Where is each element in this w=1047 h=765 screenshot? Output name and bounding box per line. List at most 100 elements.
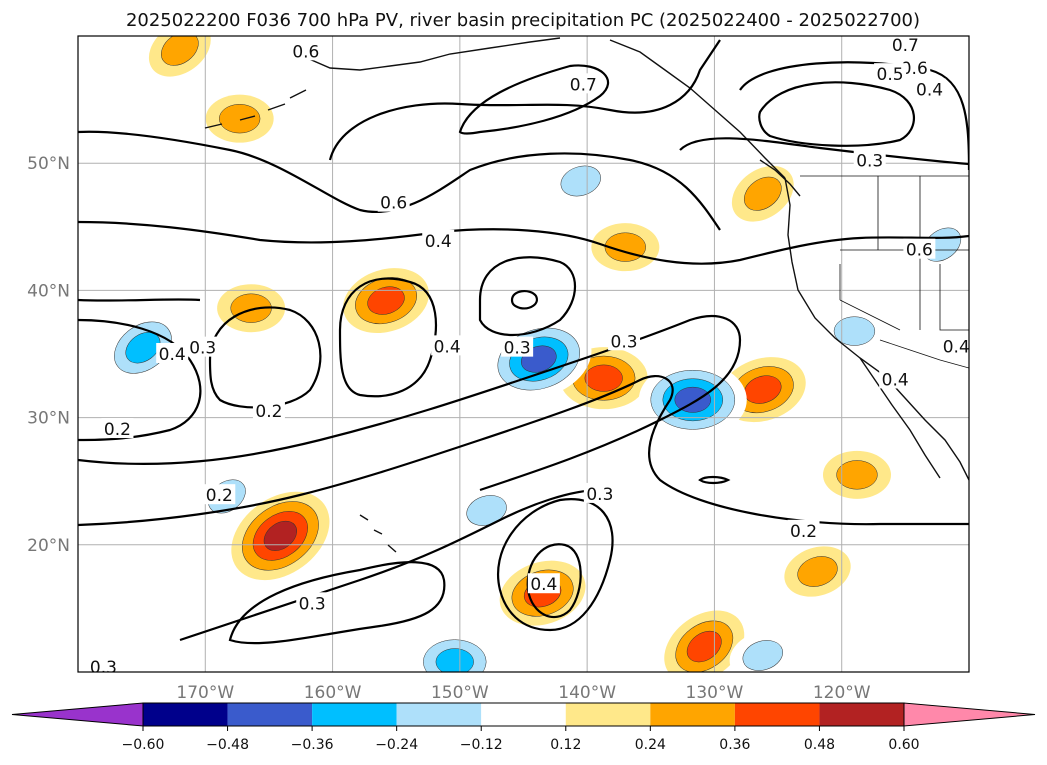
contour-label-bg <box>289 40 322 61</box>
precip-pc-fill <box>674 386 712 413</box>
pv-contour-label: 0.2 <box>206 486 233 506</box>
longitude-tick-label: 160°W <box>304 683 362 703</box>
pv-contour-0.2-west <box>208 306 322 409</box>
pv-contour-label: 0.3 <box>299 594 326 614</box>
precip-pc-blob <box>410 630 499 672</box>
pv-contour-label: 0.2 <box>790 522 817 542</box>
precip-pc-blob <box>822 450 891 499</box>
colorbar-tick-label: −0.12 <box>460 737 503 753</box>
hawaiian-islands <box>359 514 397 553</box>
precip-pc-fill <box>797 556 838 587</box>
precip-pc-blob <box>591 223 660 272</box>
map-panel: 0.70.70.60.50.40.30.60.60.4 0.60.40.40.30… <box>77 35 970 678</box>
contour-label-bg <box>203 484 236 505</box>
precip-pc-blob <box>664 610 745 672</box>
us-mexico-border <box>879 339 969 369</box>
latitude-tick-label: 50°N <box>27 154 70 174</box>
colorbar-tick-label: −0.60 <box>122 737 165 753</box>
contour-label-bg <box>296 592 329 613</box>
colorbar-tick-label: 0.24 <box>635 737 666 753</box>
pv-contour-label: 0.3 <box>611 332 638 352</box>
contour-label-bg <box>252 400 285 421</box>
longitude-tick-labels: 170°W 160°W 150°W 140°W 130°W 120°W <box>176 683 870 703</box>
pv-contour-0.4 <box>78 220 969 265</box>
contour-label-bg <box>898 56 931 77</box>
colorbar-segment <box>396 703 482 726</box>
colorbar-segment <box>481 703 566 726</box>
latitude-tick-label: 20°N <box>27 536 70 556</box>
colorbar-segment <box>143 703 228 726</box>
contour-label-bg <box>422 229 455 250</box>
colorbar-segment <box>819 703 904 726</box>
pv-contour-label: 0.4 <box>916 80 943 100</box>
contour-label-bg <box>787 519 820 540</box>
pv-contour-0.4-mid <box>338 277 438 398</box>
precip-pc-blob <box>453 485 520 536</box>
contour-label-bg <box>431 335 464 356</box>
longitude-tick-label: 140°W <box>558 683 616 703</box>
pv-contour-0.4-south <box>526 543 582 619</box>
longitude-tick-label: 120°W <box>813 683 871 703</box>
precip-pc-blob <box>231 491 330 581</box>
precip-pc-fill <box>742 640 783 671</box>
colorbar-tick-label: 0.60 <box>888 737 919 753</box>
latitude-tick-label: 30°N <box>27 409 70 429</box>
contour-label-bg <box>889 36 922 54</box>
longitude-tick-label: 130°W <box>686 683 744 703</box>
precip-pc-fill <box>219 104 261 134</box>
pv-contour-0.3-band-upper <box>78 315 742 492</box>
pv-contour-0.3-ne <box>679 137 969 166</box>
pv-contour-0.3-left <box>78 318 202 442</box>
pv-contour-0.6-west <box>78 130 721 231</box>
longitude-tick-label: 170°W <box>176 683 234 703</box>
precip-pc-blob <box>731 165 794 222</box>
colorbar-extend-low <box>11 702 144 727</box>
precip-pc-fill <box>125 331 161 364</box>
pv-contour-0.2-small <box>510 290 538 310</box>
pv-contour-0.3-mid <box>478 256 576 337</box>
colorbar-extend-high <box>903 702 1036 727</box>
pv-contour-label: 0.3 <box>90 658 117 678</box>
colorbar-segment <box>650 703 735 726</box>
colorbar-segment <box>734 703 820 726</box>
pv-contour-label: 0.6 <box>380 194 407 214</box>
latitude-tick-label: 40°N <box>27 281 70 301</box>
pv-contour-label: 0.6 <box>906 241 933 261</box>
pv-contour-0.4-west <box>78 298 201 302</box>
colorbar-segment <box>312 703 397 726</box>
pv-contour-labels: 0.70.70.60.50.40.30.60.60.4 0.60.40.40.30… <box>87 36 970 678</box>
baja-california <box>859 357 941 479</box>
pv-contour-label: 0.4 <box>943 337 970 357</box>
gulf-of-alaska-coast <box>609 39 786 179</box>
precip-pc-blob <box>784 546 851 597</box>
contour-label-bg <box>501 336 534 357</box>
pv-contour-label: 0.4 <box>530 575 557 595</box>
longitude-tick-label: 150°W <box>431 683 489 703</box>
vancouver-island <box>759 159 801 197</box>
us-west-coast <box>784 177 969 481</box>
precip-pc-blob <box>343 268 429 334</box>
pv-contour-label: 0.2 <box>255 402 282 422</box>
precip-pc-fill <box>584 364 623 392</box>
pv-contour-label: 0.5 <box>877 65 904 85</box>
aleutian-islands <box>204 89 307 129</box>
colorbar-tick-label: −0.36 <box>291 737 334 753</box>
pv-contour-label: 0.3 <box>586 485 613 505</box>
contour-label-bg <box>101 418 134 439</box>
pv-contour-label: 0.6 <box>292 42 319 62</box>
precip-pc-fill <box>435 648 474 672</box>
colorbar-tick-label: −0.48 <box>206 737 249 753</box>
pv-contour-label: 0.4 <box>434 337 461 357</box>
contour-label-bg <box>903 238 936 259</box>
chart-title: 2025022200 F036 700 hPa PV, river basin … <box>126 10 920 31</box>
precip-pc-fill <box>686 630 722 663</box>
pv-contour-label: 0.3 <box>189 339 216 359</box>
pv-contour-label: 0.4 <box>882 370 909 390</box>
precip-pc-blob <box>820 307 889 356</box>
precip-pc-fill <box>367 286 405 315</box>
pv-contour-0.5-ne <box>758 81 915 147</box>
colorbar-tick-label: 0.36 <box>719 737 750 753</box>
pv-contour-label: 0.4 <box>159 345 186 365</box>
colorbar-tick-label: −0.24 <box>375 737 418 753</box>
